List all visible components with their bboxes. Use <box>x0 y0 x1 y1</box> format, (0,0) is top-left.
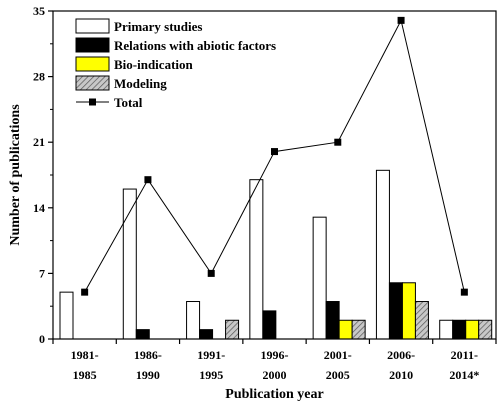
axes: 0 7 14 21 28 35 1981- 1985 1986- 1990 1991- 1995 199… <box>8 4 497 402</box>
bar-primary-studies <box>375 169 390 340</box>
legend-label: Primary studies <box>114 19 202 34</box>
y-tick-label: 35 <box>33 4 45 18</box>
total-point <box>460 288 468 296</box>
total-point <box>334 138 342 146</box>
bar-relations-with-abiotic-factors <box>199 329 214 340</box>
bar-relations-with-abiotic-factors <box>452 319 467 340</box>
y-tick-label: 21 <box>33 135 45 149</box>
bars <box>59 169 493 340</box>
total-point <box>271 148 278 156</box>
y-axis-title: Number of publications <box>8 104 23 246</box>
legend-swatch <box>75 56 110 72</box>
x-tick-label: 2010 <box>389 368 413 382</box>
total-line <box>81 16 468 296</box>
y-tick-label: 14 <box>33 201 45 215</box>
x-tick-label: 2005 <box>326 368 350 382</box>
legend-label: Bio-indication <box>114 57 194 72</box>
legend-swatch <box>75 75 110 91</box>
bar-modeling <box>478 319 493 340</box>
x-axis-title: Publication year <box>225 387 323 402</box>
x-tick-label: 1995 <box>199 368 223 382</box>
x-tick-label: 1996- <box>261 348 289 362</box>
bar-relations-with-abiotic-factors <box>325 301 340 340</box>
total-point <box>144 176 152 184</box>
total-point <box>207 269 215 277</box>
x-tick-label: 2006- <box>387 348 415 362</box>
bar-relations-with-abiotic-factors <box>135 329 150 340</box>
x-tick-label: 2014* <box>449 368 479 382</box>
bar-modeling <box>225 319 240 340</box>
total-point <box>81 288 89 296</box>
bar-modeling <box>351 319 366 340</box>
legend-label: Modeling <box>114 76 167 91</box>
y-tick-label: 28 <box>33 70 45 84</box>
x-tick-label: 2000 <box>263 368 287 382</box>
bar-relations-with-abiotic-factors <box>388 282 403 340</box>
bar-primary-studies <box>312 216 327 340</box>
legend-swatch <box>75 37 110 53</box>
x-tick-label: 1990 <box>136 368 160 382</box>
legend-swatch <box>75 18 110 34</box>
legend-label: Relations with abiotic factors <box>114 38 276 53</box>
bar-primary-studies <box>186 301 201 340</box>
x-tick-label: 1991- <box>197 348 225 362</box>
bar-bio-indication <box>338 319 353 340</box>
y-tick-label: 0 <box>39 332 45 346</box>
x-tick-label: 1985 <box>73 368 97 382</box>
legend-label: Total <box>114 95 143 110</box>
bar-relations-with-abiotic-factors <box>262 310 277 340</box>
legend: Primary studies Relations with abiotic fa… <box>75 18 276 110</box>
x-tick-label: 2001- <box>324 348 352 362</box>
bar-primary-studies <box>249 179 264 340</box>
bar-primary-studies <box>59 291 74 340</box>
x-tick-label: 1986- <box>134 348 162 362</box>
y-tick-label: 7 <box>39 266 45 280</box>
total-point <box>397 16 405 24</box>
bar-modeling <box>414 301 429 340</box>
x-tick-label: 1981- <box>71 348 99 362</box>
x-tick-label: 2011- <box>451 348 478 362</box>
bar-bio-indication <box>465 319 480 340</box>
legend-marker <box>89 98 96 106</box>
bar-primary-studies <box>439 319 454 340</box>
bar-bio-indication <box>401 282 416 340</box>
